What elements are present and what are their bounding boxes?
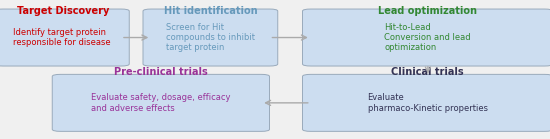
FancyBboxPatch shape <box>0 9 129 66</box>
Text: Evaluate
pharmaco-Kinetic properties: Evaluate pharmaco-Kinetic properties <box>367 93 488 113</box>
Text: Clinical trials: Clinical trials <box>391 67 464 77</box>
Text: Lead optimization: Lead optimization <box>378 6 477 16</box>
FancyBboxPatch shape <box>302 9 550 66</box>
Text: Pre-clinical trials: Pre-clinical trials <box>114 67 208 77</box>
Text: Hit identification: Hit identification <box>164 6 257 16</box>
FancyBboxPatch shape <box>143 9 278 66</box>
FancyBboxPatch shape <box>52 74 270 131</box>
FancyBboxPatch shape <box>302 74 550 131</box>
Text: Evaluate safety, dosage, efficacy
and adverse effects: Evaluate safety, dosage, efficacy and ad… <box>91 93 230 113</box>
Text: Identify target protein
responsible for disease: Identify target protein responsible for … <box>13 28 111 47</box>
Text: Hit-to-Lead
Conversion and lead
optimization: Hit-to-Lead Conversion and lead optimiza… <box>384 23 471 52</box>
Text: Screen for Hit
compounds to inhibit
target protein: Screen for Hit compounds to inhibit targ… <box>166 23 255 52</box>
Text: Target Discovery: Target Discovery <box>17 6 109 16</box>
